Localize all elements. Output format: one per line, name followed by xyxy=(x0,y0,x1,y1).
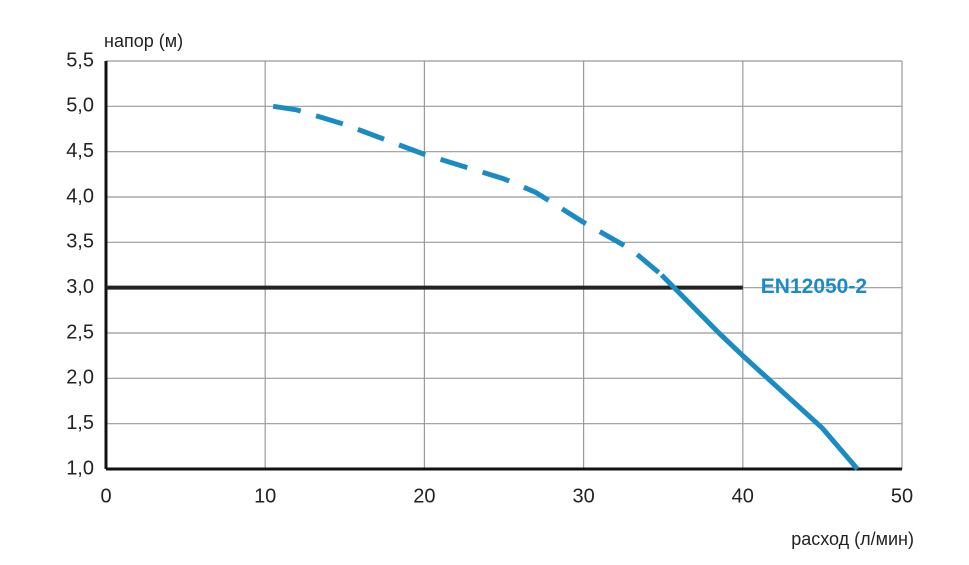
y-tick-label: 5,0 xyxy=(66,95,94,117)
curve xyxy=(272,103,664,277)
y-tick-label: 3,5 xyxy=(66,231,94,253)
x-tick-label: 10 xyxy=(254,485,276,507)
y-tick-label: 5,5 xyxy=(66,49,94,71)
y-axis-label: напор (м) xyxy=(104,31,183,51)
x-tick-label: 50 xyxy=(891,485,913,507)
y-tick-label: 4,0 xyxy=(66,185,94,207)
x-axis-label: расход (л/мин) xyxy=(791,529,914,549)
reference-label: EN12050-2 xyxy=(761,275,867,298)
y-tick-label: 2,0 xyxy=(66,367,94,389)
curve xyxy=(659,273,860,471)
y-tick-label: 3,0 xyxy=(66,276,94,298)
x-tick-label: 30 xyxy=(572,485,594,507)
x-tick-label: 20 xyxy=(413,485,435,507)
y-tick-label: 4,5 xyxy=(66,140,94,162)
y-tick-label: 2,5 xyxy=(66,321,94,343)
y-tick-label: 1,5 xyxy=(66,412,94,434)
x-tick-label: 40 xyxy=(732,485,754,507)
y-tick-label: 1,0 xyxy=(66,457,94,479)
x-tick-label: 0 xyxy=(100,485,111,507)
